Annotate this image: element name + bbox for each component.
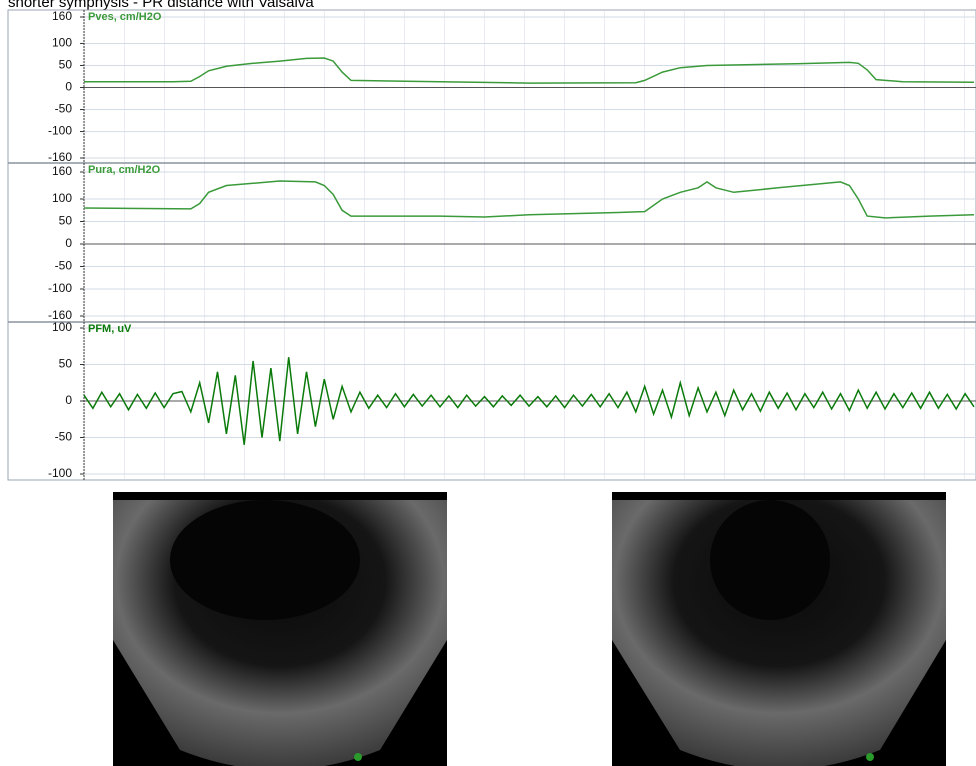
y-tick-label: 0 xyxy=(65,393,72,407)
y-tick-label: 100 xyxy=(52,320,72,334)
series-label: Pura, cm/H2O xyxy=(88,164,161,176)
y-tick-label: -50 xyxy=(55,430,73,444)
y-tick-label: -100 xyxy=(48,281,72,295)
y-tick-label: -160 xyxy=(48,150,72,164)
page: shorter symphysis - PR distance with Val… xyxy=(0,0,976,766)
y-tick-label: 0 xyxy=(65,80,72,94)
y-tick-label: 50 xyxy=(59,58,73,72)
y-tick-label: 0 xyxy=(65,236,72,250)
y-tick-label: -50 xyxy=(55,102,73,116)
y-tick-label: 100 xyxy=(52,36,72,50)
y-tick-label: 160 xyxy=(52,164,72,178)
bladder xyxy=(170,500,360,620)
series-label: PFM, uV xyxy=(88,323,132,335)
marker xyxy=(866,753,874,761)
y-tick-label: -100 xyxy=(48,124,72,138)
y-tick-label: -100 xyxy=(48,466,72,480)
y-tick-label: 50 xyxy=(59,357,73,371)
figure: shorter symphysis - PR distance with Val… xyxy=(0,0,976,766)
y-tick-label: -50 xyxy=(55,259,73,273)
bladder xyxy=(710,500,830,620)
marker xyxy=(354,753,362,761)
time-grid xyxy=(84,10,976,480)
ultrasound-right xyxy=(612,492,946,766)
y-tick-label: 50 xyxy=(59,214,73,228)
y-tick-label: 160 xyxy=(52,9,72,23)
y-tick-label: 100 xyxy=(52,191,72,205)
ultrasound-left xyxy=(113,492,447,766)
series-label: Pves, cm/H2O xyxy=(88,11,162,23)
